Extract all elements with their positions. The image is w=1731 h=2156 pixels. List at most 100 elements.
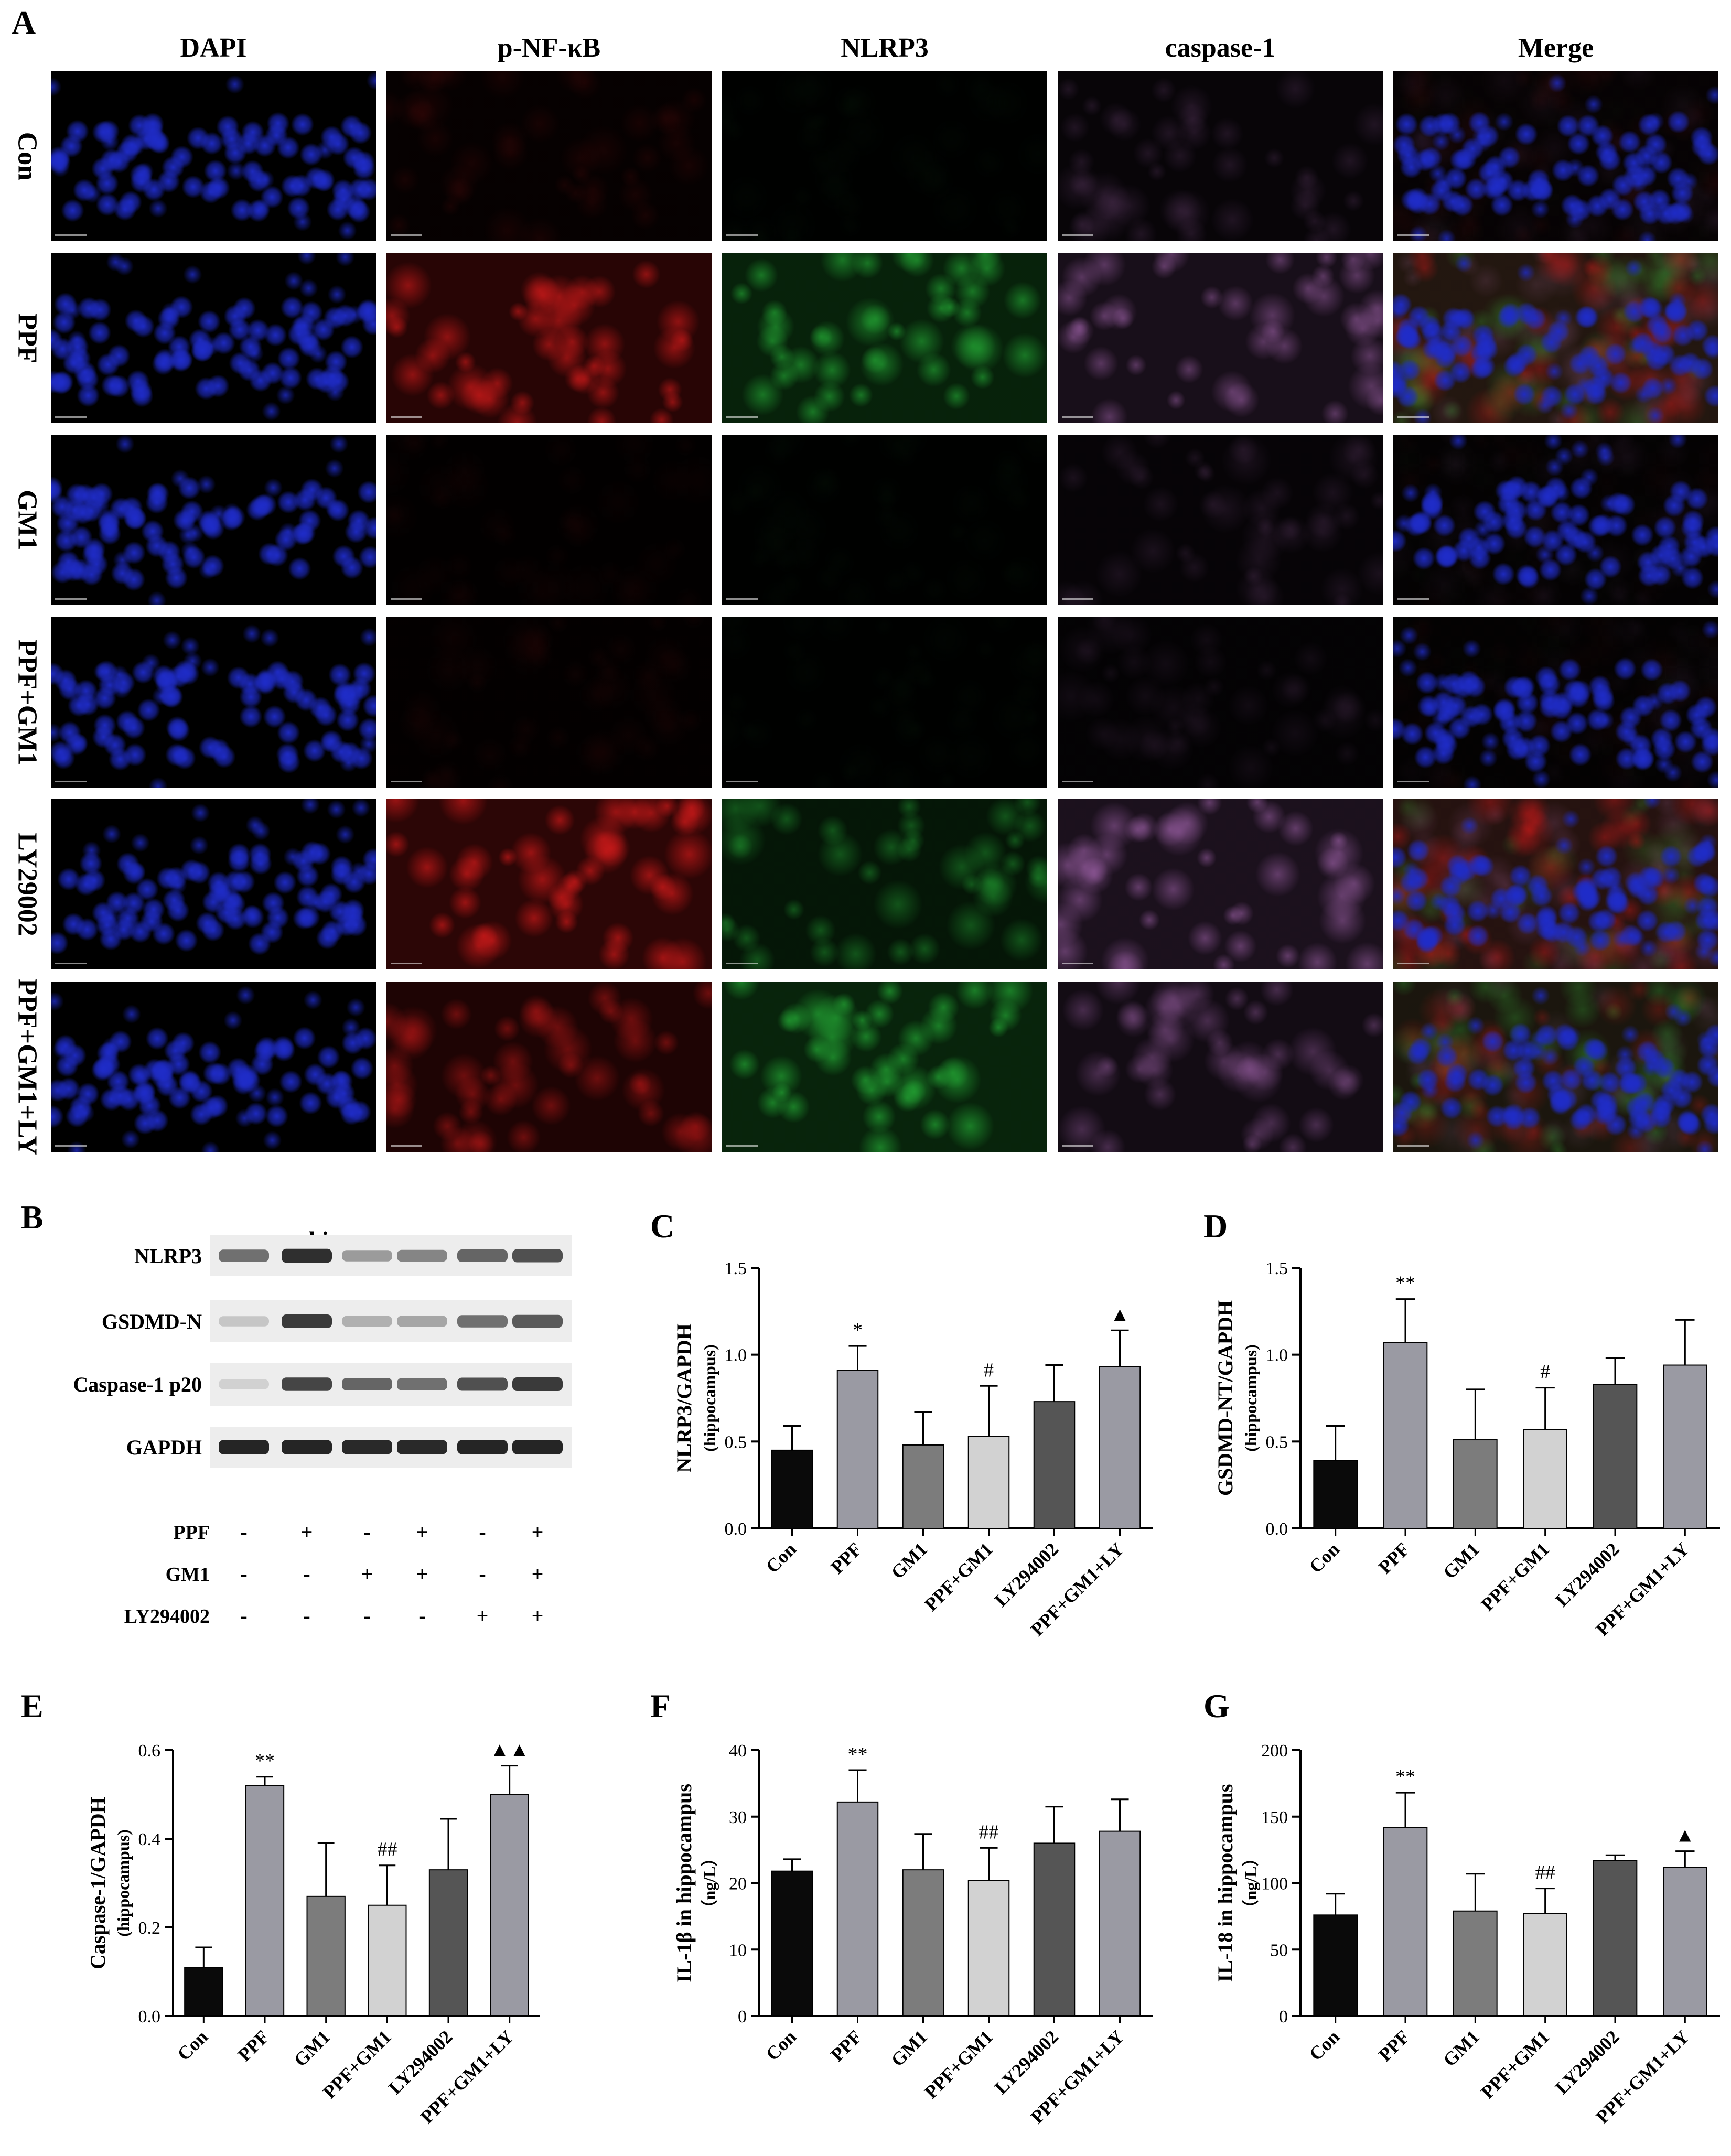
micrograph-con-nlrp3	[722, 71, 1047, 241]
blot-band	[397, 1316, 447, 1327]
bar-gm1	[1453, 1910, 1498, 2017]
scale-bar	[1397, 963, 1429, 964]
treatment-mark: -	[479, 1562, 486, 1586]
micrograph-gm1-pnfb	[386, 435, 712, 605]
scale-bar	[1397, 598, 1429, 600]
treatment-label: GM1	[166, 1564, 210, 1586]
treatment-mark: -	[363, 1520, 370, 1544]
scale-bar	[726, 234, 758, 236]
column-header-p-nfkb: p-NF-κB	[497, 33, 601, 63]
scale-bar	[1062, 234, 1093, 236]
micrograph-ppf-gm1-dapi	[51, 617, 376, 788]
scale-bar	[391, 963, 422, 964]
x-tick-label: Con	[173, 2026, 212, 2065]
micrograph-gm1-merge	[1393, 435, 1718, 605]
blot-band	[282, 1314, 332, 1328]
scale-bar	[1062, 416, 1093, 418]
micrograph-con-caspase1	[1058, 71, 1383, 241]
y-tick-label: 0.0	[725, 1519, 747, 1539]
column-header-caspase1: caspase-1	[1165, 33, 1276, 63]
micrograph-ppf-gm1-caspase1	[1058, 617, 1383, 788]
scale-bar	[726, 781, 758, 782]
x-tick-label: GM1	[1439, 1538, 1483, 1583]
x-tick-label: PPF	[826, 1538, 866, 1578]
y-tick-label: 0.5	[1266, 1432, 1288, 1452]
scale-bar	[1397, 1145, 1429, 1147]
blot-band	[397, 1378, 447, 1390]
micrograph-ppf-merge	[1393, 253, 1718, 423]
bar-con	[771, 1870, 813, 2017]
column-header-merge: Merge	[1518, 33, 1594, 63]
blot-band	[397, 1249, 447, 1262]
scale-bar	[1062, 1145, 1093, 1147]
bar-ppf-gm1	[967, 1436, 1010, 1529]
y-tick-label: 100	[1261, 1874, 1288, 1894]
scale-bar	[55, 234, 87, 236]
bar-gm1	[1453, 1439, 1498, 1529]
micrograph-gm1-dapi	[51, 435, 376, 605]
treatment-mark: -	[303, 1562, 310, 1586]
blot-label-gapdh: GAPDH	[126, 1436, 202, 1459]
y-tick-label: 1.0	[1266, 1346, 1288, 1365]
blot-band	[512, 1314, 563, 1328]
scale-bar	[55, 781, 87, 782]
micrograph-ppf-gm1-pnfb	[386, 617, 712, 788]
treatment-mark: -	[240, 1520, 247, 1544]
x-tick-label: LY294002	[1551, 2026, 1624, 2098]
micrograph-ppf-gm1-ly-pnfb	[386, 982, 712, 1152]
bar-con	[771, 1449, 813, 1529]
bar-con	[1313, 1460, 1358, 1529]
scale-bar	[55, 963, 87, 964]
significance-mark: ##	[377, 1839, 397, 1861]
blot-band	[282, 1248, 332, 1263]
bar-ppf-gm1	[967, 1880, 1010, 2017]
scale-bar	[726, 598, 758, 600]
significance-mark: **	[255, 1750, 275, 1772]
bar-ly294002	[1593, 1383, 1638, 1529]
y-tick-label: 0.4	[138, 1830, 161, 1849]
scale-bar	[1062, 963, 1093, 964]
blot-band	[219, 1316, 269, 1327]
bar-ppf	[836, 1370, 879, 1529]
bar-ppf	[836, 1801, 879, 2017]
micrograph-ppf-gm1-nlrp3	[722, 617, 1047, 788]
x-tick-label: Con	[1305, 1538, 1344, 1577]
treatment-mark: +	[416, 1562, 428, 1586]
significance-mark: ▲	[1110, 1303, 1130, 1325]
bar-ppf	[1383, 1827, 1428, 2017]
bar-ppf-gm1	[1523, 1429, 1567, 1529]
y-axis-label: GSDMD-NT/GAPDH	[1213, 1300, 1237, 1496]
micrograph-gm1-caspase1	[1058, 435, 1383, 605]
micrograph-ppf-gm1-ly-merge	[1393, 982, 1718, 1152]
x-tick-label: GM1	[887, 1538, 931, 1583]
micrograph-gm1-nlrp3	[722, 435, 1047, 605]
x-tick-label: GM1	[1439, 2026, 1483, 2071]
treatment-mark: -	[303, 1604, 310, 1627]
y-axis-label: NLRP3/GAPDH	[672, 1323, 696, 1472]
blot-band	[397, 1440, 447, 1454]
blot-label-nlrp3: NLRP3	[134, 1244, 202, 1268]
x-tick-label: PPF	[1374, 1538, 1414, 1578]
significance-mark: ##	[979, 1821, 999, 1843]
y-tick-label: 1.5	[1266, 1259, 1288, 1278]
micrograph-ppf-gm1-ly-caspase1	[1058, 982, 1383, 1152]
blot-band	[282, 1377, 332, 1391]
y-tick-label: 0.0	[138, 2007, 161, 2026]
blot-band	[512, 1377, 563, 1391]
significance-mark: **	[1395, 1766, 1415, 1788]
blot-band	[512, 1440, 563, 1454]
y-axis-label-sub: （ng/L）	[1241, 1849, 1260, 1916]
y-tick-label: 150	[1261, 1808, 1288, 1827]
treatment-mark: -	[418, 1604, 425, 1627]
x-tick-label: PPF	[1374, 2026, 1414, 2065]
y-tick-label: 1.0	[725, 1346, 747, 1365]
blot-band	[457, 1377, 508, 1391]
bar-ppf-gm1	[368, 1904, 407, 2017]
y-tick-label: 0.2	[138, 1918, 161, 1938]
bar-ppf-gm1	[1523, 1913, 1567, 2017]
panel-letter-g: G	[1203, 1687, 1230, 1724]
blot-band	[342, 1440, 392, 1454]
blot-band	[282, 1440, 332, 1454]
treatment-mark: +	[532, 1520, 544, 1544]
